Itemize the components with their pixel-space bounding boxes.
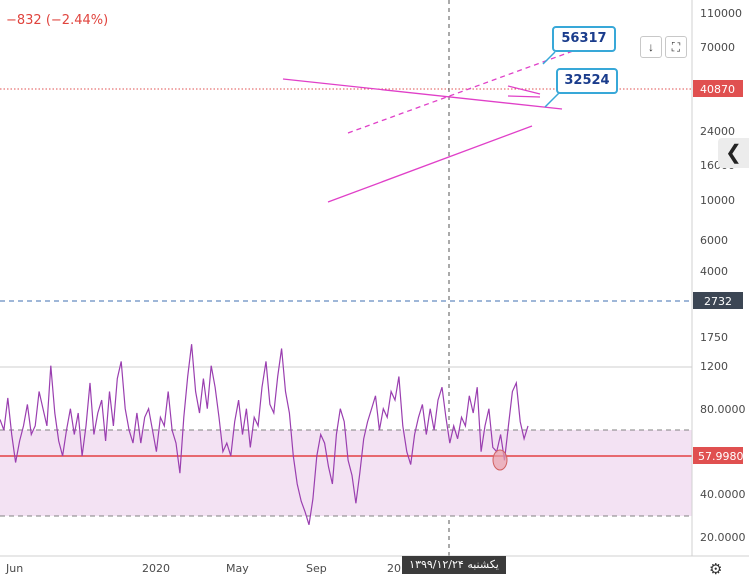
rsi-value-label: 57.9980 <box>698 450 744 463</box>
trendline-lower-support <box>327 125 533 203</box>
price-tick: 1750 <box>700 331 728 344</box>
time-tick: May <box>226 562 249 575</box>
trendline-channel-projection <box>347 50 574 134</box>
rsi-highlight-marker <box>492 449 508 471</box>
price-tick: 4000 <box>700 265 728 278</box>
settings-gear-icon[interactable]: ⚙ <box>709 561 723 578</box>
price-tick: 70000 <box>700 41 735 54</box>
rsi-tick: 40.0000 <box>700 488 746 501</box>
current-price-label: 40870 <box>700 83 735 96</box>
price-tick: 110000 <box>700 7 742 20</box>
price-tick: 24000 <box>700 125 735 138</box>
fullscreen-icon[interactable]: ⛶ <box>665 36 687 58</box>
price-tick: 10000 <box>700 194 735 207</box>
trendlines <box>282 50 574 203</box>
callout-2-pointer <box>544 91 561 108</box>
price-tick: 6000 <box>700 234 728 247</box>
trendline-upper-resistance <box>282 78 563 110</box>
level-price-tag <box>693 292 743 309</box>
level-price-label: 2732 <box>704 295 732 308</box>
scroll-down-arrow-icon[interactable]: ↓ <box>640 36 662 58</box>
rsi-pane: 80.0000 40.0000 20.0000 57.9980 <box>0 344 746 556</box>
current-price-tag <box>693 80 743 97</box>
price-target-callout[interactable]: 56317 <box>552 26 616 52</box>
crosshair-date-label: یکشنبه ۱۳۹۹/۱۲/۲۴ <box>402 556 506 574</box>
price-tick: 1200 <box>700 360 728 373</box>
time-axis: Jun 2020 May Sep 20 <box>0 555 749 575</box>
collapse-panel-icon[interactable]: ❮ <box>718 138 749 168</box>
rsi-tick: 80.0000 <box>700 403 746 416</box>
time-tick: 20 <box>387 562 401 575</box>
price-target-callout[interactable]: 32524 <box>556 68 618 94</box>
flag-bottom-line <box>507 95 541 98</box>
price-change-label: −832 (−2.44%) <box>6 13 109 28</box>
price-tick-labels: 110000 70000 24000 16000 10000 6000 4000… <box>700 7 742 373</box>
time-tick: Sep <box>306 562 327 575</box>
rsi-line <box>0 344 529 525</box>
rsi-tick: 20.0000 <box>700 531 746 544</box>
time-tick: Jun <box>5 562 23 575</box>
price-pane: 110000 70000 24000 16000 10000 6000 4000… <box>0 0 743 556</box>
flag-top-line <box>507 85 541 95</box>
time-tick: 2020 <box>142 562 170 575</box>
rsi-value-tag <box>693 447 743 464</box>
callout-1-pointer <box>542 51 556 65</box>
